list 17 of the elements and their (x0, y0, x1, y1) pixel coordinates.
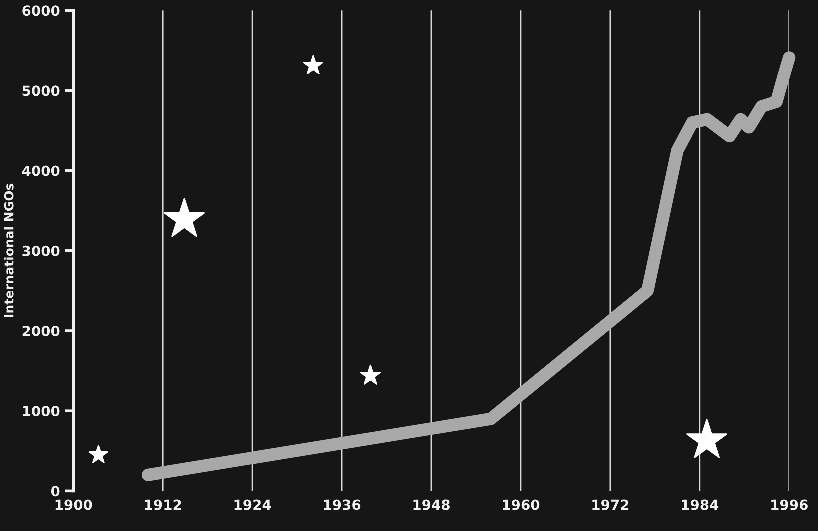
y-tick-label: 4000 (22, 166, 60, 176)
x-tick-label: 1924 (234, 500, 272, 510)
y-tick-label: 6000 (22, 6, 60, 16)
x-tick-label: 1912 (145, 500, 182, 510)
x-tick-label: 1984 (682, 500, 719, 510)
x-tick-label: 1948 (414, 500, 450, 510)
x-tick-label: 1960 (503, 500, 540, 510)
x-tick-label: 1936 (324, 500, 361, 510)
y-tick-label: 3000 (22, 246, 60, 256)
x-tick-label: 1900 (56, 500, 92, 510)
y-tick-label: 0 (51, 486, 60, 497)
y-axis-title: International NGOs (4, 184, 14, 318)
y-tick-label: 1000 (23, 406, 60, 417)
y-tick-label: 5000 (22, 86, 60, 96)
y-tick-label: 2000 (22, 326, 60, 336)
x-tick-label: 1996 (772, 500, 808, 510)
x-tick-label: 1972 (592, 500, 629, 510)
